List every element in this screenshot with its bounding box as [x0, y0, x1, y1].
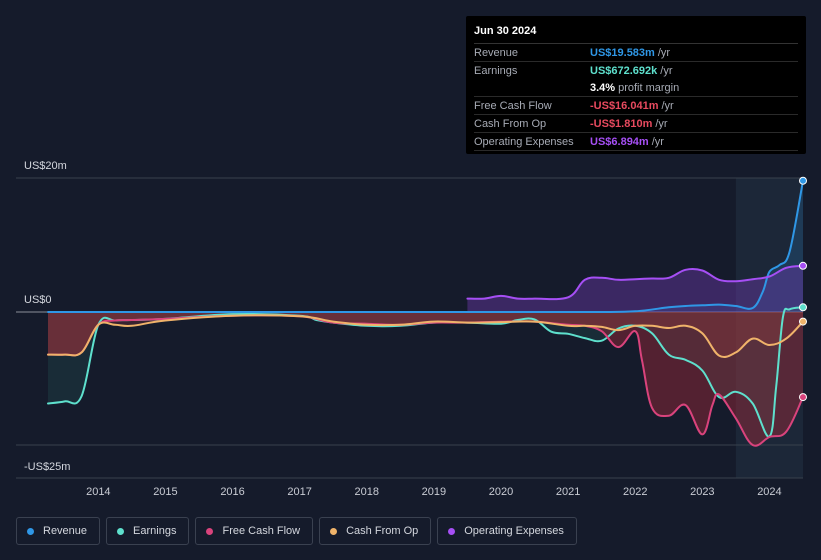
tooltip-row-profit-margin: 3.4% profit margin: [474, 79, 798, 97]
tooltip-row-value: -US$16.041m: [590, 99, 659, 112]
legend-item-free-cash-flow[interactable]: Free Cash Flow: [195, 517, 314, 545]
tooltip-row-unit: /yr: [660, 64, 673, 77]
area-free-cash-flow: [48, 312, 803, 446]
endpoint-free-cash-flow: [799, 393, 807, 402]
tooltip-date: Jun 30 2024: [474, 22, 798, 44]
series-line-cash-from-op: [47, 314, 804, 359]
area-operating-expenses: [467, 265, 803, 312]
legend-label: Cash From Op: [346, 525, 419, 537]
legend-label: Operating Expenses: [464, 525, 564, 537]
legend-dot-icon: [27, 527, 34, 535]
x-tick-label: 2014: [86, 486, 110, 498]
legend-label: Free Cash Flow: [222, 525, 301, 537]
endpoint-operating-expenses: [799, 261, 807, 270]
tooltip-row-value: US$6.894m: [590, 135, 649, 148]
legend-item-revenue[interactable]: Revenue: [16, 517, 101, 545]
endpoint-revenue: [799, 176, 807, 185]
legend-label: Revenue: [43, 525, 88, 537]
tooltip-row-revenue: Revenue US$19.583m /yr: [474, 44, 798, 62]
x-axis-labels: 2014 2015 2016 2017 2018 2019 2020 2021 2022 2023…: [86, 486, 782, 498]
legend-item-cash-from-op[interactable]: Cash From Op: [319, 517, 432, 545]
legend-dot-icon: [117, 527, 125, 535]
x-tick-label: 2022: [623, 486, 647, 498]
tooltip-row-name: Earnings: [474, 64, 518, 77]
series-areas: [48, 180, 803, 446]
x-tick-label: 2017: [287, 486, 311, 498]
x-tick-label: 2023: [690, 486, 714, 498]
legend-dot-icon: [330, 527, 338, 535]
tooltip-row-unit: profit margin: [618, 81, 680, 94]
endpoint-cash-from-op: [799, 317, 807, 326]
tooltip-row-name: Cash From Op: [474, 117, 547, 130]
area-cash-from-op: [48, 312, 803, 358]
tooltip-row-unit: /yr: [661, 99, 674, 112]
tooltip-row-name: Operating Expenses: [474, 135, 574, 148]
area-earnings: [48, 307, 803, 437]
tooltip-row-name: Revenue: [474, 46, 519, 59]
tooltip-row-free-cash-flow: Free Cash Flow -US$16.041m /yr: [474, 97, 798, 115]
y-tick-label: -US$25m: [24, 461, 70, 473]
x-tick-label: 2021: [556, 486, 580, 498]
endpoint-earnings: [799, 303, 807, 312]
tooltip-row-value: US$672.692k: [590, 64, 658, 77]
y-tick-label: US$0: [24, 294, 52, 306]
tooltip-row-value: -US$1.810m: [590, 117, 653, 130]
tooltip-row-operating-expenses: Operating Expenses US$6.894m /yr: [474, 133, 798, 151]
tooltip-row-earnings: Earnings US$672.692k /yr: [474, 62, 798, 79]
tooltip-row-unit: /yr: [657, 46, 671, 59]
tooltip-row-name: Free Cash Flow: [474, 99, 552, 112]
series-line-operating-expenses: [466, 264, 804, 301]
x-tick-label: 2015: [153, 486, 177, 498]
legend-dot-icon: [206, 527, 214, 535]
tooltip-row-unit: /yr: [655, 117, 668, 130]
tooltip-panel: Jun 30 2024 Revenue US$19.583m /yr Earni…: [466, 16, 806, 154]
tooltip-row-value: 3.4%: [590, 81, 616, 94]
tooltip-row-cash-from-op: Cash From Op -US$1.810m /yr: [474, 115, 798, 133]
tooltip-row-unit: /yr: [651, 135, 664, 148]
legend-label: Earnings: [133, 525, 177, 537]
x-tick-label: 2020: [489, 486, 513, 498]
legend-dot-icon: [448, 527, 456, 535]
x-tick-label: 2016: [220, 486, 244, 498]
legend-item-operating-expenses[interactable]: Operating Expenses: [437, 517, 577, 545]
series-line-revenue: [47, 179, 804, 314]
x-tick-label: 2019: [422, 486, 446, 498]
x-tick-label: 2024: [757, 486, 781, 498]
y-tick-label: US$20m: [24, 160, 67, 172]
series-endpoints: [799, 176, 807, 402]
highlight-band: [735, 178, 803, 478]
tooltip-row-value: US$19.583m: [590, 46, 655, 59]
y-axis-labels: US$20m US$0 -US$25m: [24, 160, 70, 473]
legend: Revenue Earnings Free Cash Flow Cash Fro…: [16, 517, 577, 545]
series-lines: [47, 179, 804, 447]
x-tick-label: 2018: [355, 486, 379, 498]
legend-item-earnings[interactable]: Earnings: [106, 517, 190, 545]
